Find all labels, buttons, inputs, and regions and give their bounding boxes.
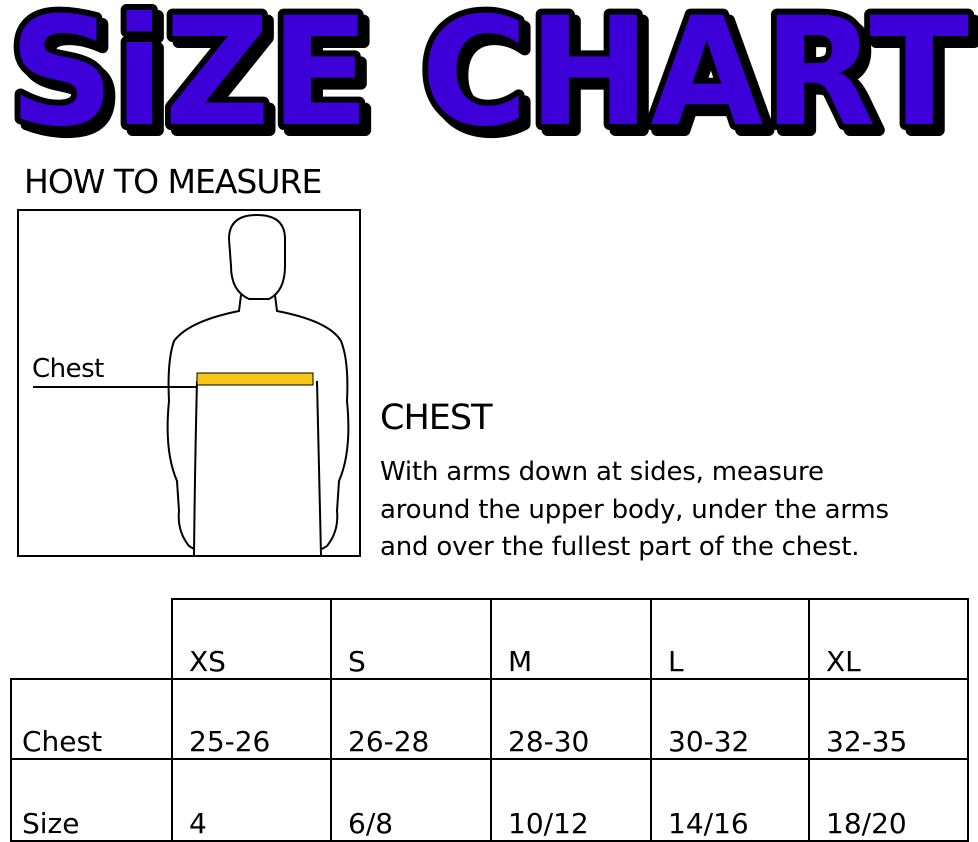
- cell-text: 28-30: [508, 725, 590, 758]
- table-cell: 6/8: [330, 758, 492, 842]
- cell-text: S: [348, 645, 366, 678]
- cell-text: 32-35: [826, 725, 908, 758]
- cell-text: Chest: [22, 725, 103, 758]
- column-header: L: [650, 598, 810, 680]
- cell-text: 30-32: [668, 725, 750, 758]
- cell-text: XL: [826, 645, 861, 678]
- table-cell: 30-32: [650, 678, 810, 760]
- chest-description: With arms down at sides, measure around …: [380, 454, 978, 567]
- size-chart-title: SiZE CHART: [0, 0, 978, 166]
- column-header: XS: [171, 598, 332, 680]
- column-header: M: [490, 598, 652, 680]
- table-cell: 14/16: [650, 758, 810, 842]
- cell-text: M: [508, 645, 533, 678]
- row-header: Chest: [10, 678, 173, 760]
- person-head: [227, 213, 286, 300]
- cell-text: 18/20: [826, 807, 907, 840]
- table-cell: 26-28: [330, 678, 492, 760]
- cell-text: 10/12: [508, 807, 589, 840]
- column-header: XL: [808, 598, 969, 680]
- title-text: SiZE CHART: [9, 0, 969, 160]
- desc-line: around the upper body, under the arms: [380, 494, 889, 525]
- table-cell: 25-26: [171, 678, 332, 760]
- row-header: Size: [10, 758, 173, 842]
- cell-text: L: [668, 645, 684, 678]
- chest-pointer-label: Chest: [32, 354, 104, 384]
- cell-text: 25-26: [189, 725, 271, 758]
- cell-text: 4: [189, 807, 207, 840]
- cell-text: 26-28: [348, 725, 430, 758]
- table-cell: 28-30: [490, 678, 652, 760]
- how-to-measure-heading: HOW TO MEASURE: [24, 162, 322, 201]
- table-cell: 4: [171, 758, 332, 842]
- desc-line: and over the fullest part of the chest.: [380, 532, 860, 562]
- measuring-tape: [196, 372, 314, 386]
- cell-text: 6/8: [348, 807, 394, 840]
- measure-illustration: [17, 209, 361, 557]
- chest-heading: CHEST: [380, 398, 492, 438]
- column-header: S: [330, 598, 492, 680]
- person-body: [166, 294, 350, 556]
- cell-text: 14/16: [668, 807, 749, 840]
- cell-text: XS: [189, 645, 226, 678]
- desc-line: With arms down at sides, measure: [380, 457, 824, 487]
- table-cell: 18/20: [808, 758, 969, 842]
- cell-text: Size: [22, 807, 80, 840]
- table-cell: 10/12: [490, 758, 652, 842]
- table-cell: 32-35: [808, 678, 969, 760]
